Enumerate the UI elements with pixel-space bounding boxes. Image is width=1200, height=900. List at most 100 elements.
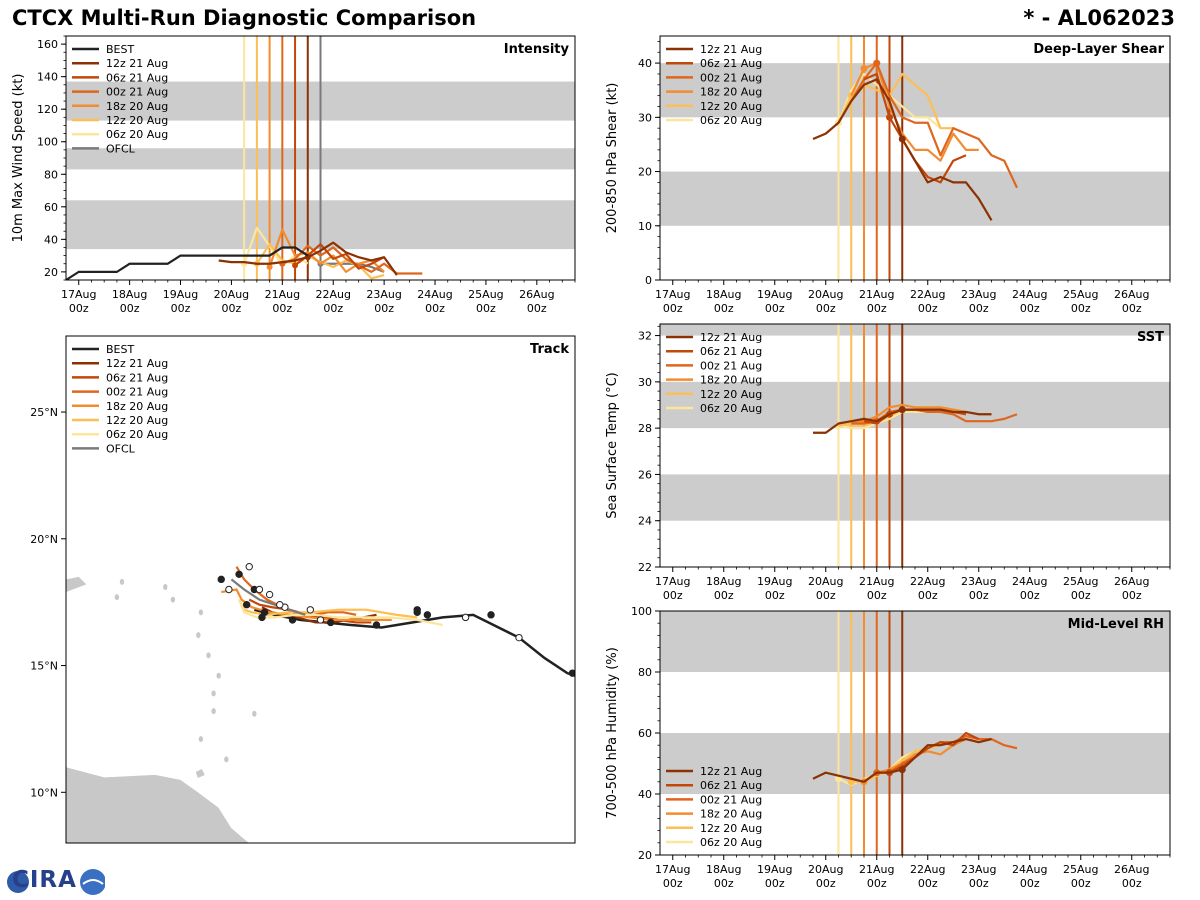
intensity-legend-label: 12z 21 Aug bbox=[106, 57, 168, 70]
land-island-7 bbox=[198, 736, 204, 743]
land-island-12 bbox=[224, 756, 229, 763]
track-marker bbox=[372, 621, 381, 629]
sst-xtick-label: 17Aug bbox=[655, 575, 690, 588]
shear-xtick-label: 19Aug bbox=[757, 288, 792, 301]
rh-xtick-label: 00z bbox=[714, 877, 734, 890]
track-marker bbox=[217, 575, 225, 584]
track-marker bbox=[258, 613, 266, 622]
shear-plot-area bbox=[660, 36, 1170, 280]
sst-legend-label: 06z 21 Aug bbox=[700, 345, 762, 358]
land-puerto-rico bbox=[66, 576, 87, 593]
rh-xtick-label: 00z bbox=[1122, 877, 1142, 890]
sst-plot-area bbox=[660, 324, 1170, 567]
track-legend-label: 12z 21 Aug bbox=[106, 357, 168, 370]
sst-xtick-label: 25Aug bbox=[1063, 575, 1098, 588]
intensity-panel-title: Intensity bbox=[504, 42, 570, 57]
shear-ylabel: 200-850 hPa Shear (kt) bbox=[605, 83, 620, 234]
intensity-xtick-label: 25Aug bbox=[468, 288, 503, 301]
shear-legend-label: 06z 20 Aug bbox=[700, 114, 762, 127]
rh-band-0 bbox=[660, 733, 1170, 794]
intensity-series-best bbox=[66, 246, 309, 280]
shear-xtick-label: 24Aug bbox=[1012, 288, 1047, 301]
shear-legend-label: 00z 21 Aug bbox=[700, 71, 762, 84]
shear-band-1 bbox=[660, 63, 1170, 118]
sst-series-18z-20-aug bbox=[851, 403, 967, 425]
rh-xtick-label: 00z bbox=[1071, 877, 1091, 890]
shear-panel-title: Deep-Layer Shear bbox=[1033, 42, 1164, 57]
shear-series-00z-21-aug bbox=[850, 62, 1018, 189]
track-legend-label: BEST bbox=[106, 343, 134, 356]
sst-xtick-label: 21Aug bbox=[859, 575, 894, 588]
sst-legend-label: 12z 20 Aug bbox=[700, 388, 762, 401]
rh-legend-label: 00z 21 Aug bbox=[700, 793, 762, 806]
sst-xtick-label: 19Aug bbox=[757, 575, 792, 588]
rh-xtick-label: 26Aug bbox=[1114, 863, 1149, 876]
sst-xtick-label: 00z bbox=[714, 589, 734, 602]
track-marker bbox=[461, 613, 470, 622]
intensity-ytick-label: 100 bbox=[37, 136, 58, 149]
shear-xtick-label: 23Aug bbox=[961, 288, 996, 301]
land-island-1 bbox=[196, 632, 201, 639]
land-south-america bbox=[66, 766, 250, 843]
cira-globe-icon bbox=[7, 871, 29, 893]
shear-init-marker bbox=[898, 135, 906, 143]
sst-xtick-label: 00z bbox=[969, 589, 989, 602]
shear-init-marker bbox=[873, 59, 881, 67]
rh-legend-label: 06z 20 Aug bbox=[700, 836, 762, 849]
track-legend-label: 00z 21 Aug bbox=[106, 386, 168, 399]
intensity-init-marker bbox=[292, 262, 299, 269]
sst-legend-label: 18z 20 Aug bbox=[700, 374, 762, 387]
intensity-xtick-label: 26Aug bbox=[519, 288, 554, 301]
land-island-5 bbox=[252, 710, 257, 717]
rh-series-00z-21-aug bbox=[876, 734, 1018, 774]
track-ytick-label: 10°N bbox=[30, 786, 58, 799]
rh-xtick-label: 25Aug bbox=[1063, 863, 1098, 876]
track-line-06z-20-aug bbox=[238, 599, 443, 627]
sst-ytick-label: 32 bbox=[638, 330, 652, 343]
intensity-ytick-label: 60 bbox=[44, 201, 58, 214]
shear-xtick-label: 22Aug bbox=[910, 288, 945, 301]
intensity-panel: 2040608010012014016017Aug00z18Aug00z19Au… bbox=[11, 35, 576, 315]
intensity-xtick-label: 21Aug bbox=[265, 288, 300, 301]
intensity-xtick-label: 19Aug bbox=[163, 288, 198, 301]
rh-xtick-label: 22Aug bbox=[910, 863, 945, 876]
cira-logo-text: CIRA bbox=[12, 867, 77, 893]
sst-xtick-label: 00z bbox=[867, 589, 887, 602]
shear-xtick-label: 21Aug bbox=[859, 288, 894, 301]
rh-xtick-label: 17Aug bbox=[655, 863, 690, 876]
sst-xtick-label: 00z bbox=[918, 589, 938, 602]
shear-ytick-label: 40 bbox=[638, 57, 652, 70]
track-marker bbox=[515, 633, 523, 642]
intensity-ytick-label: 140 bbox=[37, 71, 58, 84]
sst-legend-label: 12z 21 Aug bbox=[700, 331, 762, 344]
land-island-2 bbox=[206, 652, 211, 659]
intensity-xtick-label: 00z bbox=[69, 302, 89, 315]
intensity-xtick-label: 20Aug bbox=[214, 288, 249, 301]
land-island-6 bbox=[211, 708, 216, 715]
track-legend-label: 12z 20 Aug bbox=[106, 414, 168, 427]
shear-legend-label: 12z 21 Aug bbox=[700, 43, 762, 56]
shear-legend-label: 18z 20 Aug bbox=[700, 86, 762, 99]
track-legend-label: 06z 21 Aug bbox=[106, 371, 168, 384]
sst-panel: 22242628303217Aug00z18Aug00z19Aug00z20Au… bbox=[605, 323, 1171, 602]
shear-xtick-label: 25Aug bbox=[1063, 288, 1098, 301]
shear-init-marker bbox=[886, 113, 893, 121]
intensity-xtick-label: 00z bbox=[171, 302, 191, 315]
rh-ytick-label: 20 bbox=[638, 849, 652, 862]
intensity-xtick-label: 00z bbox=[527, 302, 547, 315]
rh-ytick-label: 60 bbox=[638, 727, 652, 740]
track-ytick-label: 20°N bbox=[30, 533, 58, 546]
shear-xtick-label: 00z bbox=[663, 302, 683, 315]
cira-logo bbox=[7, 869, 105, 895]
intensity-legend-label: 06z 21 Aug bbox=[106, 71, 168, 84]
intensity-init-marker bbox=[266, 263, 273, 270]
shear-series-18z-20-aug bbox=[850, 62, 979, 162]
intensity-xtick-label: 17Aug bbox=[61, 288, 96, 301]
rh-legend-label: 12z 21 Aug bbox=[700, 765, 762, 778]
shear-xtick-label: 20Aug bbox=[808, 288, 843, 301]
sst-band-0 bbox=[660, 474, 1170, 521]
sst-init-marker bbox=[898, 406, 906, 414]
storm-id: * - AL062023 bbox=[1023, 6, 1175, 30]
